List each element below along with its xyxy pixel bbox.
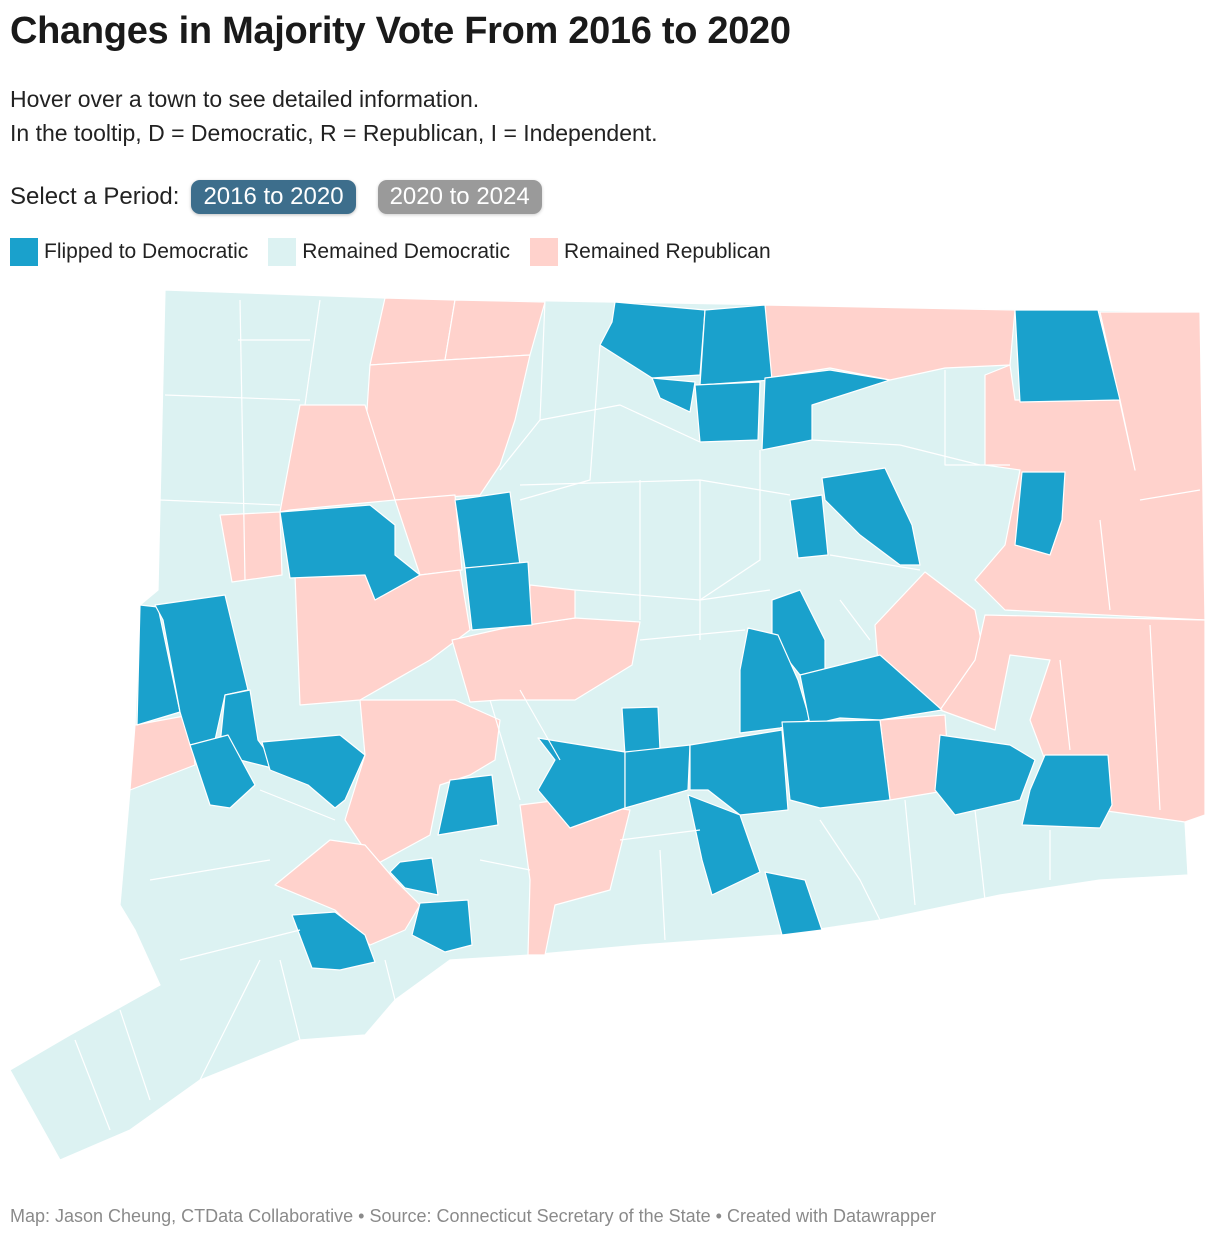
town-flip-se-1[interactable]: [934, 734, 1036, 816]
town-region-rep-central-2[interactable]: [527, 584, 576, 626]
town-flip-nc-2[interactable]: [464, 561, 533, 631]
town-flip-north-2[interactable]: [699, 304, 773, 386]
town-boundaries: [74, 299, 1201, 1131]
town-region-rep-west-2[interactable]: [394, 494, 463, 576]
town-flip-west-4[interactable]: [261, 734, 366, 809]
town-flip-east-2[interactable]: [821, 467, 921, 566]
town-region-rep-west-edge[interactable]: [129, 714, 196, 791]
town-region-rep-west-1[interactable]: [219, 511, 283, 583]
town-flip-south-1[interactable]: [687, 794, 761, 896]
town-flip-south-2[interactable]: [764, 871, 823, 936]
legend-item-remained-rep: Remained Republican: [530, 238, 771, 266]
town-flip-central-4[interactable]: [621, 706, 661, 756]
period-button-2020-2024[interactable]: 2020 to 2024: [377, 180, 542, 214]
town-region-rep-east-2[interactable]: [939, 614, 1206, 823]
legend-swatch-remained-dem: [268, 238, 297, 266]
town-region-rep-nw-4[interactable]: [279, 404, 396, 513]
description-line-1: Hover over a town to see detailed inform…: [10, 86, 480, 112]
town-flip-central-6[interactable]: [624, 744, 691, 809]
legend-item-flipped-dem: Flipped to Democratic: [10, 238, 248, 266]
town-flip-nw-1[interactable]: [279, 504, 421, 601]
period-button-2016-2020[interactable]: 2016 to 2020: [191, 180, 356, 214]
town-region-rep-nw-1[interactable]: [369, 297, 456, 366]
town-flip-sc-1[interactable]: [437, 774, 499, 836]
period-selector: Select a Period: 2016 to 2020 2020 to 20…: [10, 180, 564, 214]
town-flip-ne-2[interactable]: [1014, 471, 1066, 556]
legend-swatch-flipped-dem: [10, 238, 38, 266]
town-flip-sw-1[interactable]: [291, 911, 376, 971]
legend-label-remained-rep: Remained Republican: [564, 240, 771, 263]
town-region-rep-nw-2[interactable]: [444, 299, 546, 361]
town-flip-north-5[interactable]: [761, 369, 891, 451]
connecticut-town-map: [9, 289, 1206, 1161]
chart-description: Hover over a town to see detailed inform…: [10, 82, 658, 150]
town-flip-nc-1[interactable]: [454, 491, 521, 569]
period-label: Select a Period:: [10, 183, 180, 210]
town-flip-central-8[interactable]: [781, 719, 891, 809]
legend-label-flipped-dem: Flipped to Democratic: [44, 240, 249, 263]
town-flip-sc-3[interactable]: [411, 899, 473, 953]
chart-title: Changes in Majority Vote From 2016 to 20…: [10, 10, 791, 52]
town-flip-se-2[interactable]: [1021, 754, 1113, 829]
town-flip-north-3[interactable]: [651, 377, 696, 413]
description-line-2: In the tooltip, D = Democratic, R = Repu…: [10, 120, 658, 146]
town-flip-north-4[interactable]: [694, 381, 761, 443]
town-flip-west-3[interactable]: [189, 734, 256, 809]
town-flip-east-1[interactable]: [789, 494, 829, 559]
legend-item-remained-dem: Remained Democratic: [268, 238, 510, 266]
legend-swatch-remained-rep: [530, 238, 558, 266]
town-flip-ne-1[interactable]: [1014, 309, 1121, 403]
legend-label-remained-dem: Remained Democratic: [302, 240, 510, 263]
chart-footer: Map: Jason Cheung, CTData Collaborative …: [10, 1206, 937, 1226]
town-flip-sc-2[interactable]: [389, 857, 439, 896]
map-legend: Flipped to Democratic Remained Democrati…: [10, 238, 791, 266]
